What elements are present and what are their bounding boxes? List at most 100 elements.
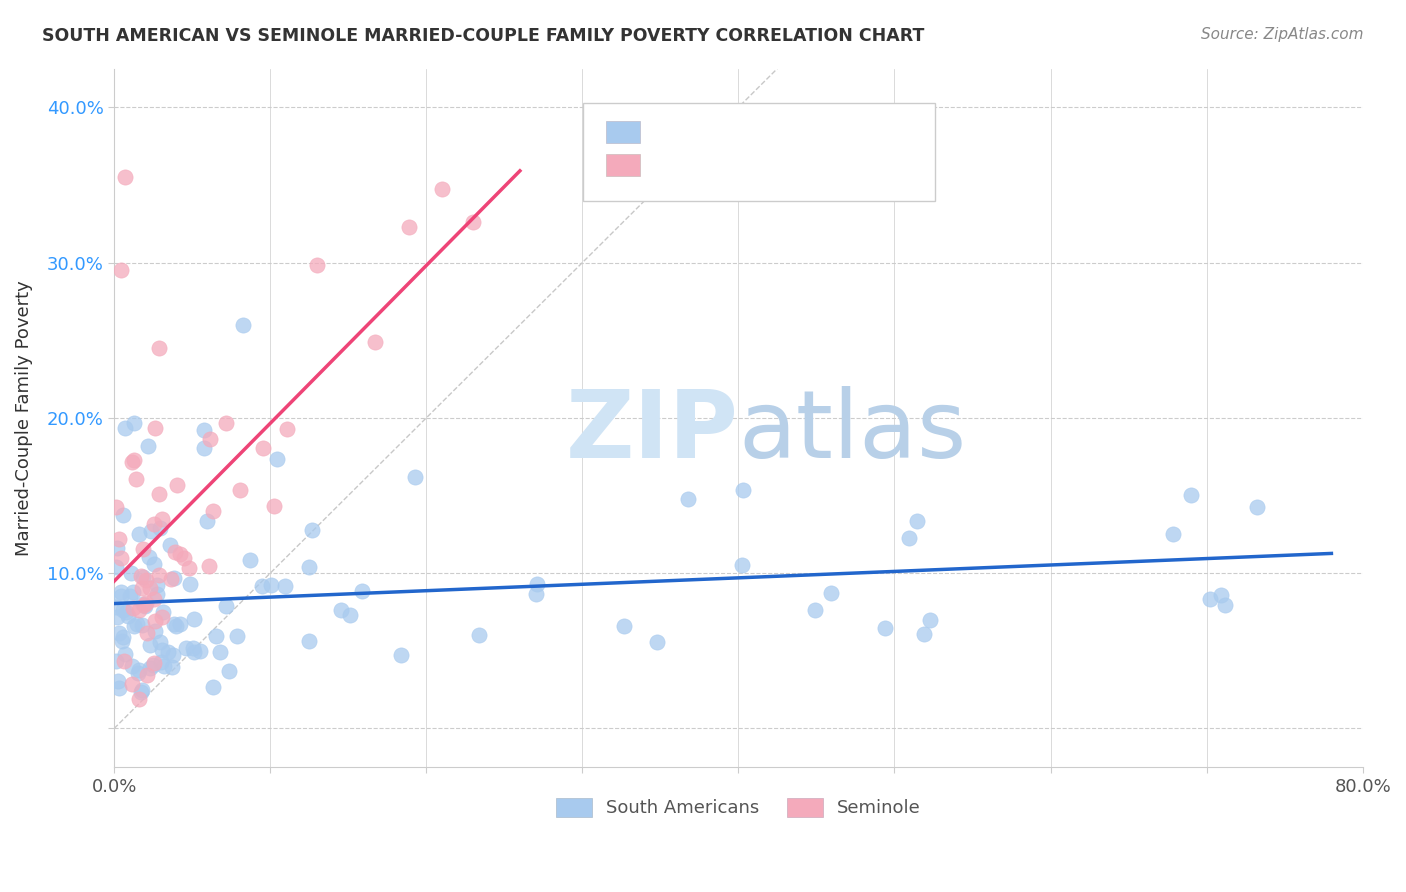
Point [364,335,387,350]
Point [149,521,172,535]
Point [645,635,668,649]
Point [1198,591,1220,606]
Text: R =  0.172    N = 108: R = 0.172 N = 108 [652,123,845,141]
Point [163,571,186,585]
Point [114,170,136,185]
Point [150,655,173,669]
Point [218,664,240,678]
Point [731,483,754,497]
Point [165,619,187,633]
Point [117,608,139,623]
Point [145,578,167,592]
Point [298,633,321,648]
Point [229,483,252,498]
Point [132,598,155,612]
Point [1213,598,1236,612]
Point [162,648,184,662]
Point [907,514,929,528]
Point [121,659,143,673]
Point [215,416,238,430]
Point [276,422,298,436]
Point [820,586,842,600]
Point [173,551,195,566]
Point [120,566,142,581]
Point [183,611,205,625]
Point [105,541,128,555]
Point [169,547,191,561]
Point [731,558,754,573]
Point [122,417,145,431]
Point [678,492,700,507]
Point [131,685,153,699]
Point [111,630,134,644]
Point [105,610,128,624]
Point [159,538,181,552]
Point [112,602,135,616]
Point [128,527,150,541]
Point [125,616,148,631]
Point [131,598,153,612]
Point [138,661,160,675]
Point [139,524,162,538]
Point [339,608,361,623]
Point [209,645,232,659]
Point [105,654,128,668]
Point [166,478,188,492]
Point [389,648,412,662]
Point [1211,588,1233,602]
Point [152,605,174,619]
Point [128,663,150,677]
Point [121,455,143,469]
Point [169,617,191,632]
Point [181,641,204,656]
Point [239,553,262,567]
Point [107,681,129,695]
Point [524,587,547,601]
Point [198,559,221,574]
Point [163,617,186,632]
Point [122,600,145,615]
Text: R =  0.372    N =   51: R = 0.372 N = 51 [652,156,846,174]
Point [114,421,136,435]
Point [307,259,329,273]
Text: Source: ZipAtlas.com: Source: ZipAtlas.com [1201,27,1364,42]
Point [188,644,211,658]
Point [146,587,169,601]
Point [107,625,129,640]
Point [263,499,285,513]
Point [112,654,135,668]
Point [875,621,897,635]
Point [121,677,143,691]
Point [142,658,165,673]
Point [112,508,135,523]
Point [131,618,153,632]
Point [135,596,157,610]
Point [250,579,273,593]
Point [176,641,198,656]
Point [110,263,132,277]
Point [163,545,186,559]
Point [260,578,283,592]
Point [215,599,238,613]
Point [266,451,288,466]
Point [127,665,149,680]
Text: ZIP: ZIP [565,386,738,478]
Point [432,182,454,196]
Point [329,603,352,617]
Point [135,667,157,681]
Point [136,439,159,453]
Point [134,599,156,613]
Point [105,500,128,515]
Point [143,624,166,639]
Text: SOUTH AMERICAN VS SEMINOLE MARRIED-COUPLE FAMILY POVERTY CORRELATION CHART: SOUTH AMERICAN VS SEMINOLE MARRIED-COUPL… [42,27,925,45]
Point [150,610,173,624]
Point [142,517,165,532]
Point [274,579,297,593]
Point [143,614,166,628]
Point [201,680,224,694]
Point [128,692,150,706]
Point [131,581,153,595]
Point [143,421,166,435]
Point [148,341,170,355]
Point [105,559,128,574]
